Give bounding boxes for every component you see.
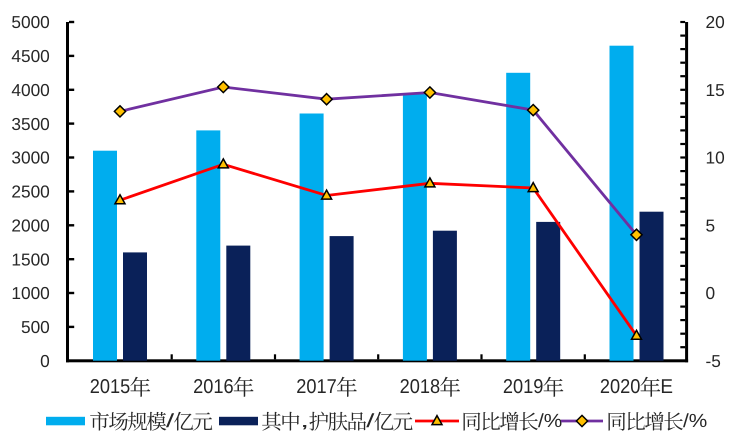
svg-text:E: E [660,376,673,398]
svg-text:2016: 2016 [193,376,234,398]
svg-text:20: 20 [706,12,725,32]
svg-text:0: 0 [706,283,716,303]
svg-text:4000: 4000 [11,80,49,100]
svg-text:2500: 2500 [11,182,49,202]
svg-text:3500: 3500 [11,114,49,134]
svg-text:5000: 5000 [11,12,49,32]
svg-text:/%: /% [683,411,707,432]
svg-text:1000: 1000 [11,283,49,303]
svg-text:2017: 2017 [296,376,337,398]
svg-text:15: 15 [706,80,725,100]
svg-text:1500: 1500 [11,249,49,269]
svg-text:,: , [300,411,309,432]
svg-text:2015: 2015 [90,376,131,398]
svg-text:5: 5 [706,216,716,236]
svg-text:/: / [166,411,175,432]
svg-text:0: 0 [40,351,50,371]
svg-text:-5: -5 [706,351,721,371]
svg-text:10: 10 [706,148,725,168]
svg-text:2020: 2020 [600,376,641,398]
svg-text:2000: 2000 [11,216,49,236]
svg-text:4500: 4500 [11,46,49,66]
svg-text:/%: /% [538,411,562,432]
svg-text:2018: 2018 [400,376,441,398]
svg-text:/: / [366,411,375,432]
svg-text:2019: 2019 [503,376,544,398]
svg-text:500: 500 [21,317,50,337]
svg-text:3000: 3000 [11,148,49,168]
